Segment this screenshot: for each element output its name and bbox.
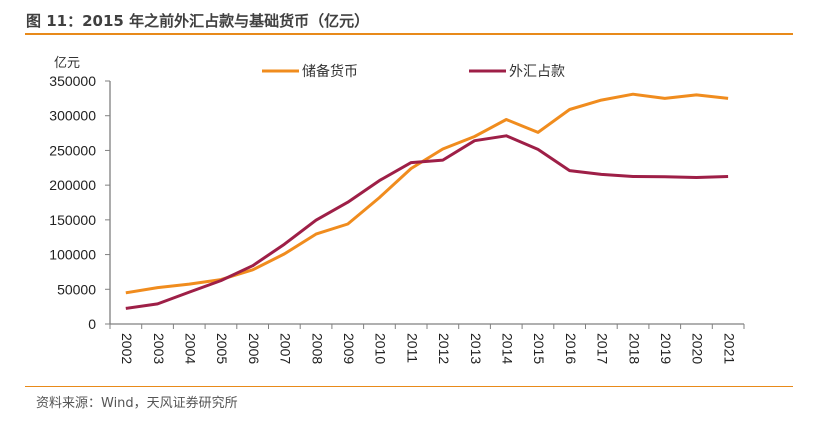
x-axis: 2002 2003 2004 2005 2006 2007 2008 2009 2010 2011… bbox=[109, 323, 745, 364]
legend-label-fx-reserves: 外汇占款 bbox=[509, 64, 565, 80]
x-tick-label: 2013 bbox=[468, 333, 484, 364]
x-tick-label: 2007 bbox=[278, 333, 294, 364]
x-tick-label: 2012 bbox=[436, 333, 452, 364]
series-lines bbox=[125, 92, 729, 310]
y-tick-label: 50000 bbox=[57, 281, 96, 297]
y-tick-label: 250000 bbox=[49, 142, 96, 158]
x-tick-label: 2005 bbox=[214, 333, 230, 364]
series-line-fx-reserves bbox=[125, 134, 729, 310]
x-tick-label: 2011 bbox=[404, 333, 420, 363]
y-tick-label: 300000 bbox=[49, 108, 96, 124]
x-tick-label: 2003 bbox=[151, 333, 167, 364]
y-tick-label: 150000 bbox=[49, 212, 96, 228]
source-divider bbox=[25, 386, 793, 387]
x-tick-label: 2004 bbox=[183, 333, 199, 364]
x-tick-label: 2002 bbox=[119, 333, 135, 364]
title-divider bbox=[25, 33, 793, 35]
x-tick-label: 2016 bbox=[563, 333, 579, 364]
x-tick-label: 2008 bbox=[309, 333, 325, 364]
y-tick-label: 350000 bbox=[49, 73, 96, 89]
x-tick-label: 2017 bbox=[595, 333, 611, 364]
source-note: 资料来源：Wind，天风证券研究所 bbox=[36, 396, 238, 411]
legend: 储备货币 外汇占款 bbox=[262, 63, 565, 80]
y-tick-label: 100000 bbox=[49, 247, 96, 263]
x-tick-label: 2019 bbox=[658, 333, 674, 364]
y-axis-unit-label: 亿元 bbox=[54, 56, 80, 71]
x-tick-label: 2006 bbox=[246, 333, 262, 364]
y-axis: 0 50000 100000 150000 200000 250000 300000 3500… bbox=[49, 73, 111, 332]
legend-label-reserve-money: 储备货币 bbox=[302, 63, 358, 80]
x-tick-label: 2010 bbox=[373, 333, 389, 364]
y-tick-label: 0 bbox=[88, 316, 96, 332]
x-tick-label: 2021 bbox=[721, 333, 737, 364]
x-tick-label: 2009 bbox=[341, 333, 357, 364]
x-tick-label: 2020 bbox=[690, 333, 706, 364]
x-tick-label: 2014 bbox=[500, 333, 516, 364]
x-tick-label: 2015 bbox=[531, 333, 547, 364]
chart-title: 图 11：2015 年之前外汇占款与基础货币（亿元） bbox=[26, 12, 370, 30]
y-tick-label: 200000 bbox=[49, 177, 96, 193]
x-tick-label: 2018 bbox=[626, 333, 642, 364]
series-line-reserve-money bbox=[125, 92, 729, 295]
